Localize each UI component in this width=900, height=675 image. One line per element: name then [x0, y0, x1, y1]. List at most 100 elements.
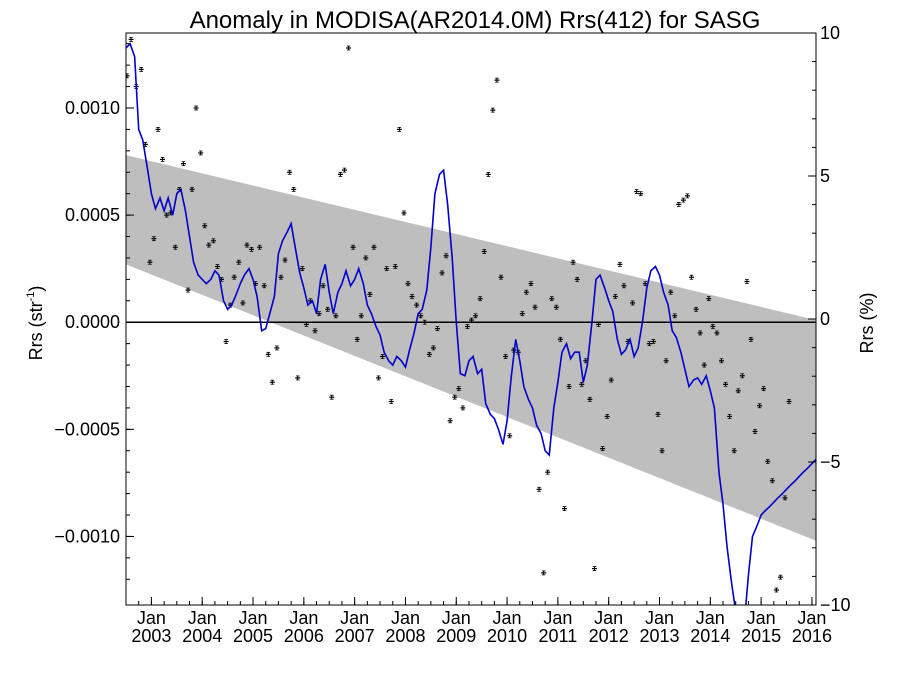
- bottom-tick-month: Jan: [289, 608, 318, 628]
- bottom-tick-year: 2015: [741, 626, 781, 646]
- data-point: [414, 302, 420, 308]
- data-point: [490, 107, 496, 113]
- right-axis-ticks: −10 −5 0 5 10: [808, 23, 851, 615]
- right-tick-label: 5: [820, 166, 830, 186]
- data-point: [358, 313, 364, 319]
- left-axis-ticks: −0.0010 −0.0005 0.0000 0.0005 0.0010: [54, 43, 134, 580]
- bottom-tick-month: Jan: [645, 608, 674, 628]
- data-point: [392, 264, 398, 269]
- bottom-tick-month: Jan: [543, 608, 572, 628]
- data-point: [693, 306, 699, 312]
- data-points: [126, 37, 792, 593]
- data-point: [367, 291, 373, 297]
- data-point: [507, 433, 513, 439]
- data-point: [600, 446, 606, 452]
- bottom-tick-year: 2009: [436, 626, 476, 646]
- data-point: [646, 341, 652, 347]
- data-point: [384, 266, 390, 272]
- trend-uncertainty-band: [126, 155, 816, 541]
- data-point: [570, 259, 576, 265]
- data-point: [376, 375, 382, 381]
- data-point: [604, 414, 610, 419]
- data-point: [748, 336, 754, 342]
- data-point: [701, 362, 707, 368]
- data-point: [523, 289, 529, 295]
- data-point: [752, 429, 758, 434]
- data-point: [439, 270, 445, 276]
- data-point: [723, 381, 729, 387]
- bottom-tick-year: 2010: [487, 626, 527, 646]
- right-tick-label: 0: [820, 309, 830, 329]
- data-point: [126, 73, 130, 79]
- data-point: [579, 381, 585, 387]
- data-point: [337, 171, 343, 177]
- right-tick-label: −10: [820, 595, 851, 615]
- data-point: [295, 375, 301, 381]
- data-point: [447, 418, 453, 424]
- plot-area: [126, 37, 816, 605]
- data-point: [621, 283, 627, 289]
- data-point: [684, 193, 690, 199]
- left-tick-label: 0.0010: [65, 98, 120, 118]
- data-point: [473, 313, 479, 319]
- data-point: [363, 255, 369, 261]
- data-point: [744, 279, 750, 284]
- data-point: [650, 339, 656, 344]
- data-point: [727, 414, 733, 419]
- data-point: [469, 317, 475, 323]
- left-tick-label: −0.0010: [54, 526, 120, 546]
- bottom-tick-year: 2008: [385, 626, 425, 646]
- data-point: [426, 351, 432, 357]
- data-point: [409, 294, 415, 299]
- data-point: [642, 281, 648, 287]
- data-point: [380, 354, 386, 359]
- bottom-tick-year: 2006: [284, 626, 324, 646]
- data-point: [287, 169, 293, 175]
- data-point: [265, 351, 271, 357]
- data-point: [655, 411, 661, 417]
- data-point: [257, 244, 263, 250]
- data-point: [388, 399, 394, 404]
- data-point: [739, 373, 745, 379]
- bottom-tick-year: 2005: [233, 626, 273, 646]
- bottom-tick-year: 2007: [335, 626, 375, 646]
- data-point: [354, 336, 360, 342]
- data-point: [231, 274, 237, 280]
- data-point: [422, 319, 428, 325]
- data-point: [405, 281, 411, 287]
- data-point: [291, 186, 297, 192]
- right-tick-label: 10: [820, 23, 840, 43]
- smoothed-line: [126, 42, 816, 605]
- data-point: [545, 469, 551, 475]
- left-tick-label: 0.0000: [65, 312, 120, 332]
- chart-title: Anomaly in MODISA(AR2014.0M) Rrs(412) fo…: [190, 7, 761, 34]
- data-point: [689, 274, 695, 280]
- data-point: [240, 300, 246, 306]
- data-point: [346, 45, 352, 51]
- bottom-tick-year: 2011: [539, 626, 578, 646]
- bottom-tick-month: Jan: [594, 608, 623, 628]
- bottom-tick-month: Jan: [340, 608, 369, 628]
- data-point: [350, 244, 356, 250]
- data-point: [456, 386, 462, 392]
- bottom-tick-month: Jan: [696, 608, 725, 628]
- data-point: [333, 313, 339, 319]
- data-point: [503, 354, 509, 359]
- data-point: [202, 223, 208, 229]
- data-point: [155, 127, 161, 132]
- data-point: [214, 264, 220, 269]
- data-point: [532, 304, 538, 310]
- data-point: [574, 276, 580, 282]
- data-point: [769, 478, 775, 484]
- data-point: [663, 358, 669, 364]
- data-point: [777, 574, 783, 580]
- data-point: [541, 570, 547, 576]
- data-point: [278, 274, 284, 280]
- data-point: [668, 289, 674, 295]
- bottom-axis-ticks: Jan2003Jan2004Jan2005Jan2006Jan2007Jan20…: [125, 597, 832, 646]
- bottom-tick-month: Jan: [493, 608, 522, 628]
- data-point: [782, 495, 788, 501]
- data-point: [443, 253, 449, 259]
- data-point: [773, 587, 779, 593]
